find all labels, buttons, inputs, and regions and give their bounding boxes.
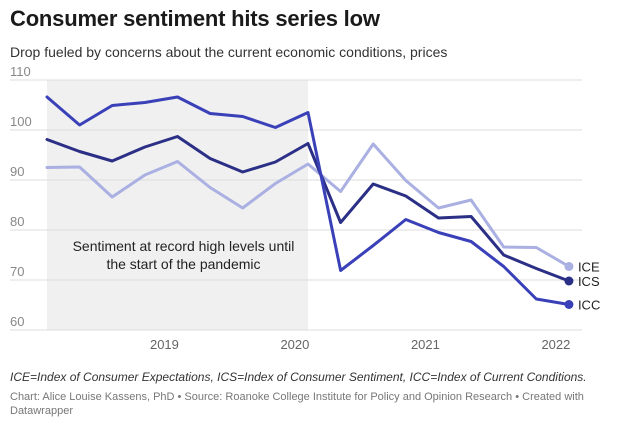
- series-end-point-ice: [564, 262, 574, 271]
- series-label-icc: ICC: [578, 298, 600, 313]
- x-tick-label: 2021: [411, 337, 440, 352]
- shaded-region: [47, 80, 308, 330]
- chart-credit: Chart: Alice Louise Kassens, PhD • Sourc…: [10, 391, 584, 417]
- x-tick-label: 2019: [150, 337, 179, 352]
- chart-title: Consumer sentiment hits series low: [10, 6, 380, 31]
- shaded-region-label: the start of the pandemic: [106, 256, 260, 272]
- index-notes: ICE=Index of Consumer Expectations, ICS=…: [10, 370, 587, 384]
- series-line-ics: [45, 135, 571, 283]
- y-tick-label: 60: [10, 314, 24, 329]
- y-tick-label: 70: [10, 264, 24, 279]
- y-tick-label: 100: [10, 114, 32, 129]
- series-label-ice: ICE: [578, 260, 600, 275]
- y-tick-label: 80: [10, 214, 24, 229]
- x-tick-label: 2020: [280, 337, 309, 352]
- series-line-icc: [45, 95, 571, 306]
- shaded-region-label: Sentiment at record high levels until: [73, 238, 295, 254]
- series-line-ice: [45, 142, 571, 268]
- series-label-ics: ICS: [578, 274, 600, 289]
- series-end-point-icc: [564, 300, 574, 309]
- y-tick-label: 110: [10, 64, 31, 79]
- y-tick-label: 90: [10, 164, 24, 179]
- series-end-point-ics: [564, 276, 574, 286]
- x-tick-label: 2022: [541, 337, 570, 352]
- chart-subtitle: Drop fueled by concerns about the curren…: [10, 44, 448, 60]
